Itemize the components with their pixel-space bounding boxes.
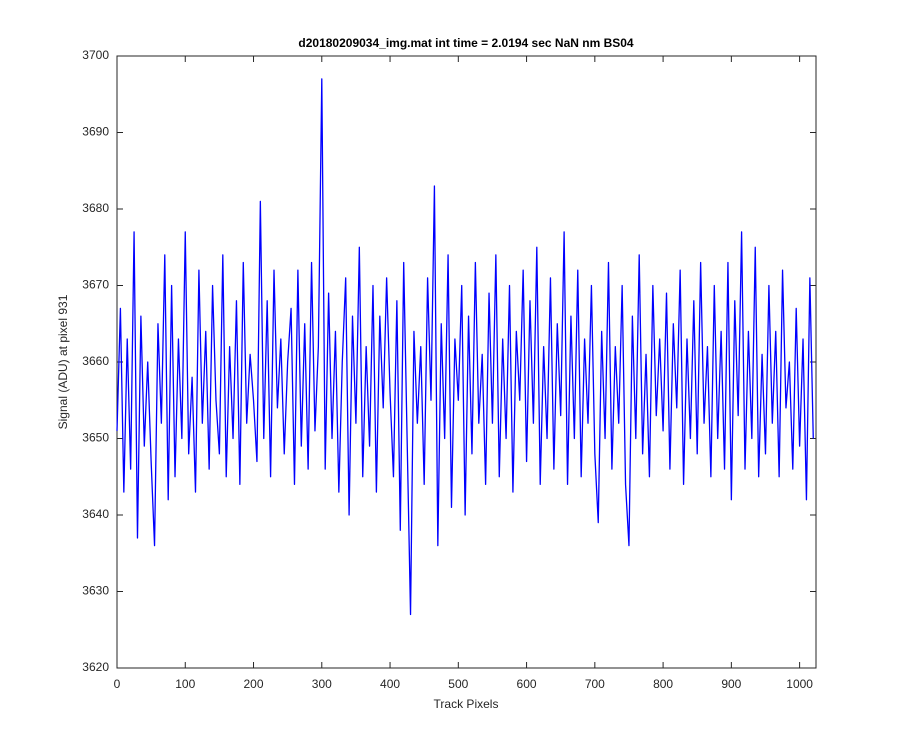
x-tick-label: 100 [175, 677, 195, 691]
y-tick-label: 3630 [82, 584, 109, 598]
x-tick-label: 0 [114, 677, 121, 691]
x-tick-label: 300 [312, 677, 332, 691]
x-tick-label: 700 [585, 677, 605, 691]
y-tick-label: 3640 [82, 507, 109, 521]
x-axis-label: Track Pixels [434, 697, 499, 711]
y-tick-label: 3690 [82, 125, 109, 139]
chart-title: d20180209034_img.mat int time = 2.0194 s… [298, 36, 634, 50]
x-tick-label: 600 [517, 677, 537, 691]
x-tick-label: 800 [653, 677, 673, 691]
y-tick-label: 3620 [82, 660, 109, 674]
x-tick-label: 1000 [786, 677, 813, 691]
y-tick-label: 3670 [82, 278, 109, 292]
y-tick-label: 3700 [82, 48, 109, 62]
x-tick-label: 200 [244, 677, 264, 691]
data-line [116, 78, 814, 616]
y-tick-label: 3650 [82, 431, 109, 445]
y-axis-label: Signal (ADU) at pixel 931 [56, 294, 70, 429]
y-tick-label: 3680 [82, 201, 109, 215]
y-tick-label: 3660 [82, 354, 109, 368]
x-tick-label: 500 [448, 677, 468, 691]
x-tick-label: 400 [380, 677, 400, 691]
x-tick-label: 900 [721, 677, 741, 691]
